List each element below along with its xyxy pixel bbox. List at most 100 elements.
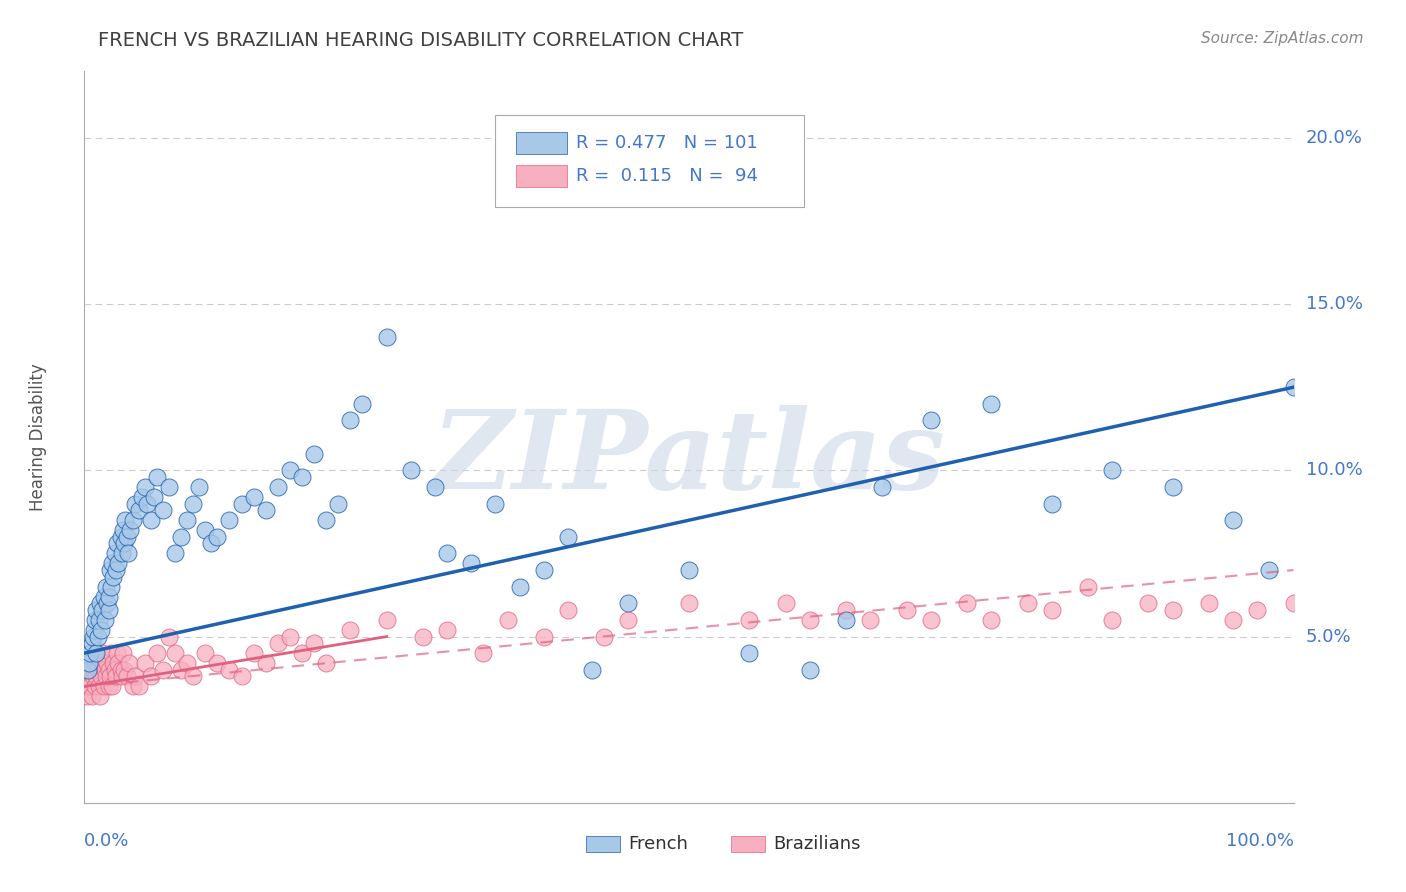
Point xyxy=(267,636,290,650)
Point xyxy=(94,663,117,677)
Point xyxy=(143,490,166,504)
Point xyxy=(1258,563,1281,577)
Point xyxy=(77,669,100,683)
Point xyxy=(157,480,180,494)
Point xyxy=(86,630,108,644)
Point xyxy=(1161,480,1184,494)
Point xyxy=(352,397,374,411)
Point xyxy=(315,513,337,527)
Point xyxy=(97,680,120,694)
Point xyxy=(87,680,110,694)
Point xyxy=(267,480,290,494)
Point xyxy=(799,613,821,627)
Point xyxy=(799,663,821,677)
Point xyxy=(93,680,115,694)
Point xyxy=(1282,596,1305,610)
Text: Source: ZipAtlas.com: Source: ZipAtlas.com xyxy=(1201,31,1364,46)
Point xyxy=(980,397,1002,411)
Point xyxy=(207,656,229,670)
Point xyxy=(200,536,222,550)
Point xyxy=(375,613,398,627)
Point xyxy=(89,596,111,610)
Point xyxy=(181,497,204,511)
Point xyxy=(557,530,579,544)
Point xyxy=(956,596,979,610)
Point xyxy=(94,669,117,683)
Point xyxy=(128,680,150,694)
Point xyxy=(111,546,134,560)
Point xyxy=(738,613,761,627)
Point xyxy=(152,663,174,677)
Point xyxy=(165,546,187,560)
Point xyxy=(100,580,122,594)
Point xyxy=(93,590,115,604)
Point xyxy=(139,669,162,683)
Point xyxy=(79,646,101,660)
Point xyxy=(121,680,143,694)
Point xyxy=(176,513,198,527)
Point xyxy=(80,690,103,704)
Point xyxy=(328,497,350,511)
Point xyxy=(146,646,169,660)
Point xyxy=(1222,513,1244,527)
Point xyxy=(170,663,193,677)
Point xyxy=(77,663,100,677)
Point xyxy=(1319,603,1341,617)
Point xyxy=(375,330,398,344)
Point xyxy=(117,546,139,560)
Point xyxy=(533,563,555,577)
Point xyxy=(557,603,579,617)
Point xyxy=(1040,603,1063,617)
Point xyxy=(82,630,104,644)
Text: ZIPatlas: ZIPatlas xyxy=(432,405,946,513)
Point xyxy=(118,656,141,670)
Point xyxy=(835,613,858,627)
Point xyxy=(94,613,117,627)
Point xyxy=(188,480,211,494)
Text: 5.0%: 5.0% xyxy=(1306,628,1351,646)
Point xyxy=(128,503,150,517)
Point xyxy=(131,490,153,504)
Point xyxy=(170,530,193,544)
Point xyxy=(738,646,761,660)
Point xyxy=(980,613,1002,627)
Point xyxy=(112,663,135,677)
Point xyxy=(77,680,100,694)
Text: 10.0%: 10.0% xyxy=(1306,461,1362,479)
Bar xyxy=(516,132,567,154)
Text: 100.0%: 100.0% xyxy=(1226,832,1294,850)
Point xyxy=(181,669,204,683)
Point xyxy=(91,603,114,617)
Point xyxy=(593,630,616,644)
Point xyxy=(194,523,217,537)
Point xyxy=(105,536,128,550)
Point xyxy=(399,463,422,477)
Point xyxy=(617,613,640,627)
Point xyxy=(101,557,124,571)
Point xyxy=(152,503,174,517)
Point xyxy=(115,530,138,544)
Point xyxy=(460,557,482,571)
Point xyxy=(110,530,132,544)
Bar xyxy=(516,165,567,187)
Point xyxy=(194,646,217,660)
Point xyxy=(89,690,111,704)
Point xyxy=(1101,463,1123,477)
Point xyxy=(96,596,118,610)
Point xyxy=(1077,580,1099,594)
Point xyxy=(110,663,132,677)
Text: 15.0%: 15.0% xyxy=(1306,295,1362,313)
Point xyxy=(1017,596,1039,610)
Point xyxy=(339,623,361,637)
Point xyxy=(120,523,142,537)
Point xyxy=(112,646,135,660)
Point xyxy=(412,630,434,644)
Point xyxy=(339,413,361,427)
Point xyxy=(98,563,121,577)
Point xyxy=(77,656,100,670)
Point xyxy=(98,669,121,683)
Point xyxy=(242,490,264,504)
Text: R = 0.477   N = 101: R = 0.477 N = 101 xyxy=(576,134,758,152)
Bar xyxy=(731,836,765,852)
Point xyxy=(80,636,103,650)
